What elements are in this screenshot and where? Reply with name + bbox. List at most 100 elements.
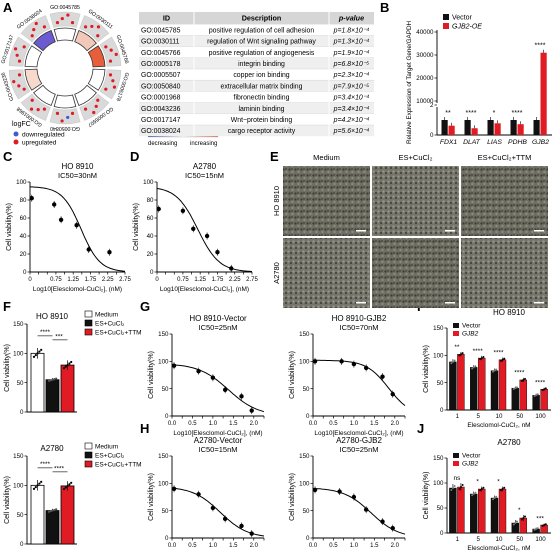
replicate-dot: [544, 523, 547, 526]
y-tick-label: 60: [147, 215, 154, 222]
replicate-dot: [512, 387, 515, 390]
replicate-dot: [536, 393, 539, 396]
significance-label: ****: [473, 348, 484, 355]
table-cell: p=5.6×10⁻⁴: [333, 128, 370, 135]
go-gene-dot: [112, 85, 117, 89]
replicate-dot: [36, 484, 39, 487]
table-row: [139, 102, 374, 114]
go-gene-dot: [55, 111, 60, 115]
y-axis-label: Cell viability(%): [148, 351, 155, 399]
replicate-dot: [51, 378, 54, 381]
x-tick-label: 1.75: [85, 277, 97, 283]
panel-letter-h: H: [140, 421, 149, 436]
x-tick-label: 5: [476, 536, 480, 543]
fit-curve: [156, 187, 253, 272]
y-tick-label: 100: [299, 359, 310, 366]
replicate-dot: [543, 388, 546, 391]
replicate-dot: [536, 527, 539, 530]
replicate-dot: [479, 358, 482, 361]
y-tick-label: 10000: [416, 98, 434, 105]
go-outer-sector: [20, 15, 51, 43]
replicate-dot: [68, 483, 71, 486]
bar: [533, 120, 540, 135]
y-tick-label: 0: [165, 413, 169, 420]
chart-title: HO 8910: [36, 312, 69, 321]
chart-g-vector: 0 50 100 150 0.0 0.5 1.0 1.5 2.0 HO 8910-VectorIC…: [148, 314, 265, 437]
table-cell: GO:0005178: [141, 61, 181, 68]
replicate-dot: [64, 486, 67, 489]
x-tick-label: 1: [456, 413, 460, 420]
replicate-dot: [535, 528, 538, 530]
bar: [490, 497, 499, 534]
x-tick-label: 2.25: [229, 277, 241, 283]
x-tick-label: 10: [496, 413, 503, 420]
table-cell: p=7.9×10⁻⁵: [333, 83, 370, 90]
table-row: [139, 46, 374, 58]
replicate-dot: [453, 359, 456, 362]
table-cell: regulation of Wnt signaling pathway: [207, 39, 316, 46]
go-gene-dot: [36, 107, 40, 112]
significance-label: *: [497, 479, 500, 486]
chart-subtitle: IC50=25nM: [340, 445, 379, 454]
bar: [464, 120, 471, 135]
y-tick-label: 0: [306, 535, 310, 542]
x-tick-label: 1.0: [350, 421, 359, 427]
table-cell: extracellular matrix binding: [221, 83, 303, 90]
replicate-dot: [541, 524, 544, 527]
x-tick-label: 1.5: [229, 421, 238, 427]
replicate-dot: [472, 366, 475, 369]
y-tick-label: 150: [299, 331, 310, 338]
go-gene-dot: [66, 115, 70, 120]
x-tick-label: 1.0: [209, 421, 218, 427]
replicate-dot: [47, 379, 51, 383]
y-tick-label: 40000: [416, 29, 434, 36]
x-tick-label: 2.0: [250, 543, 259, 549]
y-tick-label: 80: [147, 197, 154, 204]
table-row: [139, 113, 374, 125]
replicate-dot: [458, 354, 461, 357]
table-cell: p=4.2×10⁻⁴: [333, 117, 370, 124]
y-tick-label: 100: [158, 481, 169, 488]
go-zscore-sector: [33, 29, 56, 52]
significance-label: **: [445, 110, 451, 117]
panel-letter-a: A: [3, 0, 13, 15]
replicate-dot: [55, 508, 58, 511]
x-tick-label: 1.5: [370, 421, 379, 427]
table-cell: GO:0005507: [141, 72, 181, 79]
scale-bar: [534, 230, 544, 232]
go-zscore-sector: [87, 45, 106, 68]
x-tick-label: 2.0: [250, 421, 259, 427]
replicate-dot: [66, 484, 69, 488]
replicate-dot: [62, 367, 66, 370]
replicate-dot: [450, 489, 453, 491]
y-tick-label: 100: [299, 481, 310, 488]
chart-title: A2780: [193, 162, 217, 171]
x-tick-label: 2.0: [391, 421, 400, 427]
y-tick-label: 0: [306, 413, 310, 420]
x-axis-label: Log10[Elesclomol-CuCl₂], (nM): [33, 286, 122, 293]
replicate-dot: [34, 485, 37, 489]
bar: [470, 493, 478, 534]
table-cell: GO:0043236: [141, 106, 181, 113]
legend-swatch: [84, 442, 93, 450]
replicate-dot: [480, 488, 483, 490]
micrograph-image: [283, 166, 370, 236]
bar: [45, 510, 60, 545]
significance-label: **: [454, 344, 460, 351]
replicate-dot: [482, 355, 485, 358]
y-axis-label: Cell viability(%): [133, 203, 140, 251]
bar: [510, 120, 517, 135]
y-tick-label: 40: [20, 233, 27, 240]
table-header-cell: p-value: [338, 14, 364, 23]
x-tick-label: 0.75: [177, 277, 189, 283]
replicate-dot: [47, 510, 51, 513]
y-tick-label: 0: [23, 269, 27, 276]
replicate-dot: [493, 497, 496, 499]
replicate-dot: [70, 481, 73, 484]
x-axis-label: Log10[Elesclomol-CuCl₂], (nM): [160, 286, 249, 293]
y-tick-label: 0: [440, 407, 444, 414]
legend-swatch: [84, 319, 93, 327]
x-tick-label: 50: [516, 536, 523, 543]
